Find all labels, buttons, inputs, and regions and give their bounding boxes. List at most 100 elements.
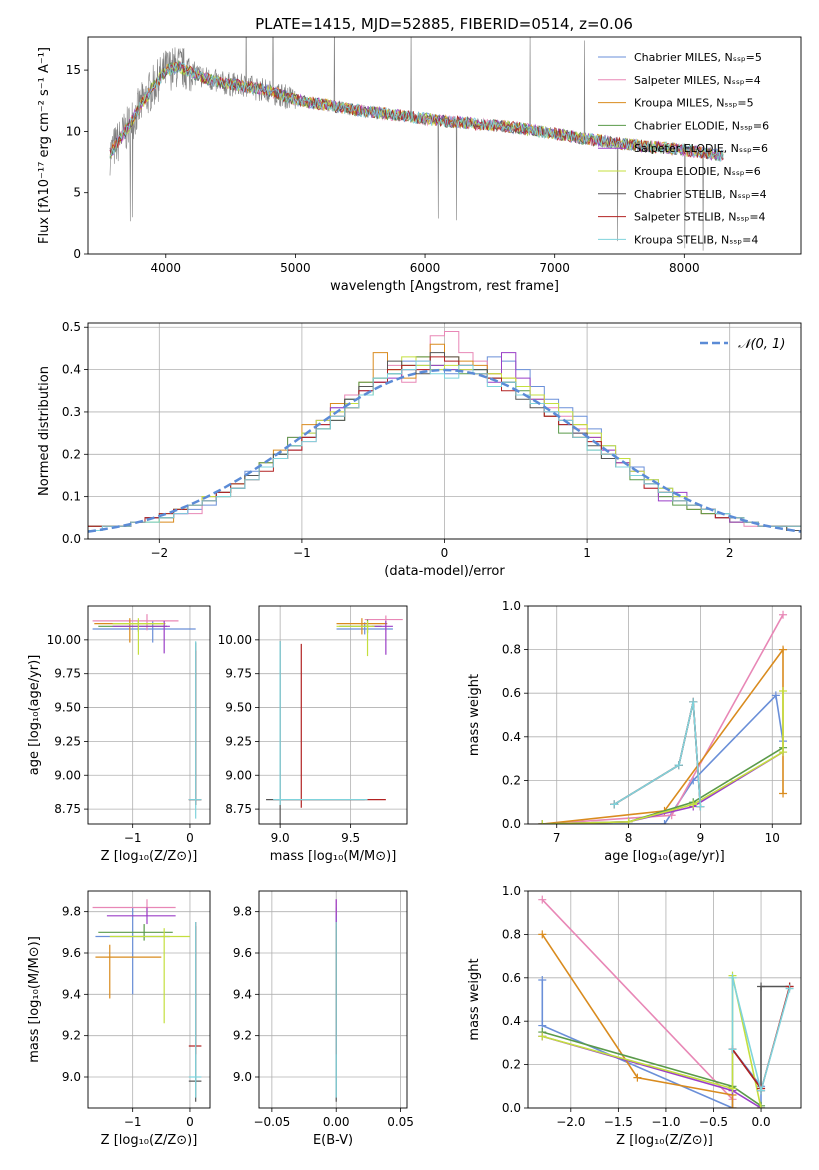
x-axis-label: mass [log₁₀(M/M⊙)] — [270, 849, 397, 864]
weight-marker — [610, 800, 619, 809]
weight-marker — [779, 748, 788, 757]
x-tick-label: 4000 — [151, 261, 182, 275]
x-axis-label: E(B-V) — [313, 1133, 353, 1148]
y-tick-label: 0.3 — [62, 405, 81, 419]
y-tick-label: 9.6 — [62, 946, 81, 960]
weight-line-6 — [542, 691, 784, 824]
legend-label: 𝒩(0, 1) — [738, 337, 785, 352]
axes-frame — [87, 605, 211, 825]
panel-7: −0.05 0.00 0.05 9.0 9.2 9.4 9.6 9.8 E(B-V) — [233, 890, 414, 1148]
x-tick-label: 0 — [186, 1115, 194, 1129]
x-tick-label: 0.00 — [323, 1115, 350, 1129]
y-tick-label: 0.6 — [502, 686, 521, 700]
y-tick-label: 0.0 — [62, 532, 81, 546]
y-tick-label: 0.4 — [62, 363, 81, 377]
x-tick-label: 7 — [553, 831, 561, 845]
x-axis-label: (data-model)/error — [384, 564, 505, 579]
panel-2: −2 −1 0 1 2 0.0 0.1 0.2 0.3 0.4 0.5 (data-model)/er… — [37, 320, 802, 579]
weight-marker — [624, 817, 633, 824]
y-tick-label: 9.50 — [225, 701, 252, 715]
panel-6: −1 0 9.0 9.2 9.4 9.6 9.8 Z [log₁₀(Z/Z⊙)] mass [l… — [27, 890, 211, 1148]
weight-marker — [728, 1104, 737, 1108]
weight-marker — [660, 820, 669, 824]
x-tick-label: 7000 — [539, 261, 570, 275]
weight-marker — [667, 811, 676, 820]
x-tick-label: 2 — [726, 546, 734, 560]
y-tick-label: 9.00 — [225, 768, 252, 782]
x-tick-label: −0.05 — [253, 1115, 290, 1129]
weight-marker — [771, 691, 780, 700]
legend-label: Chabrier STELIB, Nₛₛₚ=4 — [634, 188, 767, 201]
y-tick-label: 1.0 — [502, 884, 521, 898]
y-tick-label: 0.2 — [62, 447, 81, 461]
weight-marker — [779, 687, 788, 696]
plot-area — [538, 895, 794, 1108]
x-tick-label: −1.5 — [604, 1115, 633, 1129]
legend-label: Kroupa MILES, Nₛₛₚ=5 — [634, 97, 754, 110]
weight-line-9 — [613, 701, 702, 807]
x-axis-label: Z [log₁₀(Z/Z⊙)] — [616, 1133, 713, 1148]
x-tick-label: −1.0 — [651, 1115, 680, 1129]
x-tick-label: −1 — [293, 546, 311, 560]
plot-area — [92, 899, 202, 1102]
weight-line-2 — [542, 614, 784, 824]
legend: Chabrier MILES, Nₛₛₚ=5 Salpeter MILES, Nₛ… — [598, 51, 769, 246]
y-axis-label: Flux [fλ10⁻¹⁷ erg cm⁻² s⁻¹ A⁻¹] — [37, 47, 52, 244]
y-tick-label: 9.2 — [233, 1029, 252, 1043]
legend-label: Kroupa STELIB, Nₛₛₚ=4 — [634, 233, 758, 246]
legend-label: Kroupa ELODIE, Nₛₛₚ=6 — [634, 165, 761, 178]
plot-area — [92, 614, 202, 819]
y-tick-label: 8.75 — [54, 802, 81, 816]
y-axis-label: Normed distribution — [37, 366, 52, 496]
y-axis-label: mass [log₁₀(M/M⊙)] — [27, 936, 42, 1063]
x-tick-label: 9.0 — [271, 831, 290, 845]
plot-area — [266, 615, 403, 824]
y-axis-label: mass weight — [467, 674, 482, 756]
x-tick-label: 10 — [765, 831, 780, 845]
weight-marker — [728, 973, 737, 982]
weight-line-7 — [731, 985, 790, 1091]
plot-area — [109, 37, 724, 251]
y-tick-label: 0.1 — [62, 490, 81, 504]
weight-line-7 — [613, 701, 702, 807]
weight-marker — [674, 761, 683, 770]
y-tick-label: 9.75 — [54, 667, 81, 681]
panel-4: 9.0 9.5 8.75 9.00 9.25 9.50 9.75 10.00 mass [log… — [218, 605, 408, 864]
x-tick-label: 0 — [441, 546, 449, 560]
gaussian-reference-curve — [88, 368, 801, 533]
weight-marker — [538, 820, 547, 824]
weight-marker — [779, 645, 788, 654]
weight-marker — [785, 984, 794, 993]
weight-marker — [538, 895, 547, 904]
axes-frame — [87, 322, 802, 540]
x-tick-label: 9.5 — [341, 831, 360, 845]
y-tick-label: 0.5 — [62, 320, 81, 334]
plot-area — [88, 331, 801, 533]
y-tick-label: 9.25 — [54, 734, 81, 748]
panel-5: 7 8 9 10 0.0 0.2 0.4 0.6 0.8 1.0 age [log₁₀(age/yr… — [467, 599, 802, 864]
y-tick-label: 9.4 — [233, 987, 252, 1001]
y-tick-label: 9.4 — [62, 987, 81, 1001]
weight-marker — [757, 1104, 766, 1108]
axes-frame — [87, 36, 802, 255]
weight-marker — [728, 1084, 737, 1093]
y-tick-label: 9.0 — [62, 1070, 81, 1084]
weight-marker — [538, 1032, 547, 1041]
y-tick-label: 0.0 — [502, 817, 521, 831]
weight-marker — [779, 610, 788, 619]
axes-frame — [527, 890, 802, 1109]
x-axis-label: age [log₁₀(age/yr)] — [604, 849, 725, 864]
model-spectrum-8 — [109, 62, 724, 161]
weight-marker — [757, 1086, 766, 1095]
weight-line-8 — [613, 701, 702, 807]
weight-marker — [689, 697, 698, 706]
panel-8: −2.0 −1.5 −1.0 −0.5 0.0 0.0 0.2 0.4 0.6 0.8 1.0 Z [… — [467, 884, 802, 1148]
x-tick-label: 0.0 — [752, 1115, 771, 1129]
x-tick-label: 8 — [625, 831, 633, 845]
y-tick-label: 0.0 — [502, 1101, 521, 1115]
y-tick-label: 9.50 — [54, 701, 81, 715]
y-tick-label: 0 — [73, 247, 81, 261]
legend-label: Chabrier MILES, Nₛₛₚ=5 — [634, 51, 762, 64]
y-tick-label: 0.8 — [502, 643, 521, 657]
weight-marker — [696, 802, 705, 811]
